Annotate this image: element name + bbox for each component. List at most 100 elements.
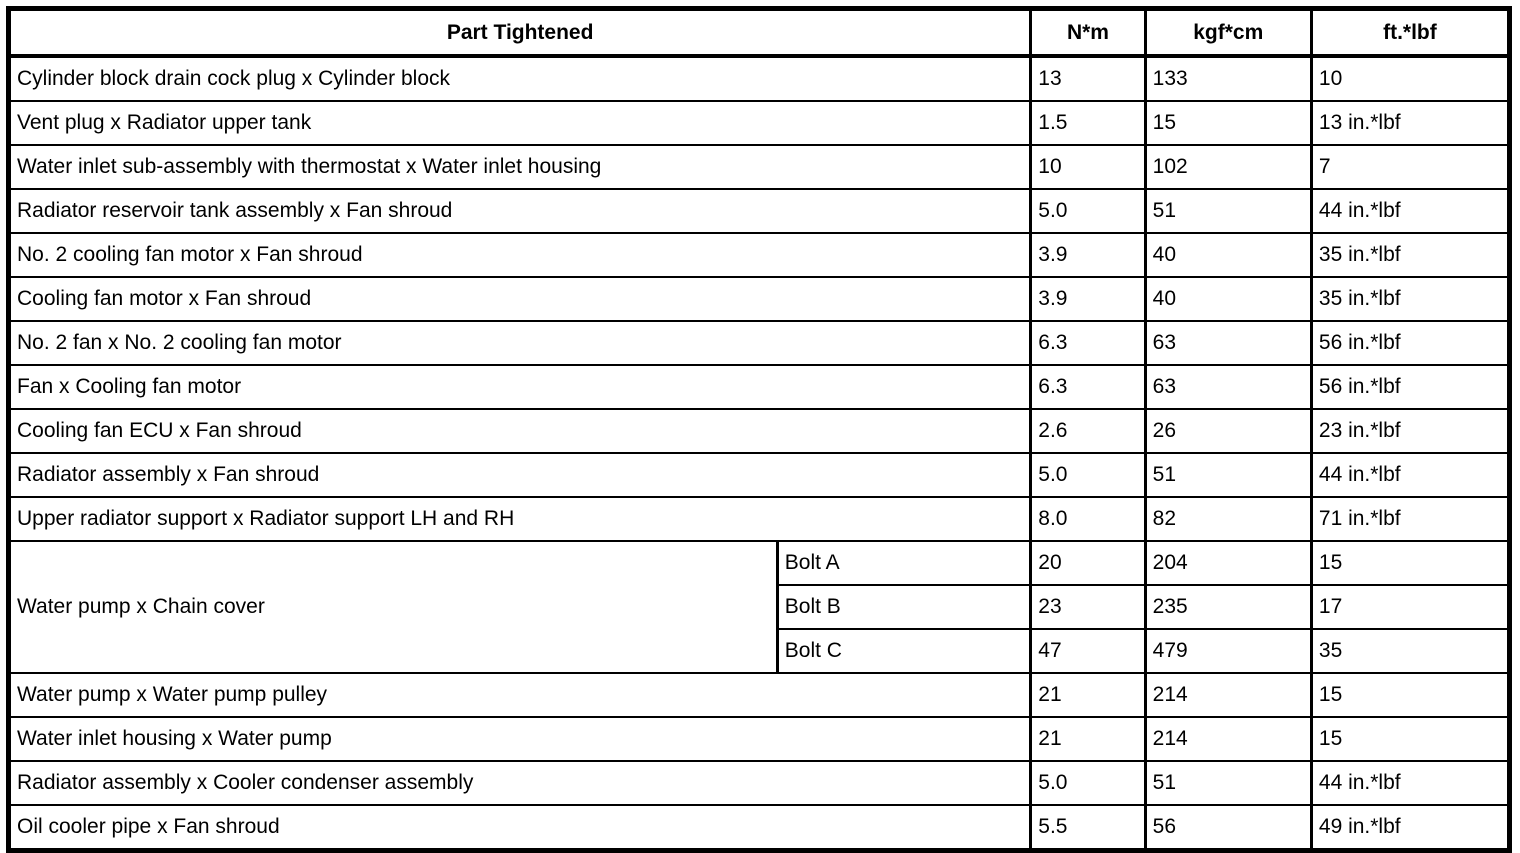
torque-table-body: Cylinder block drain cock plug x Cylinde… [6,55,1512,852]
table-row: Radiator assembly x Fan shroud 5.0 51 44 in… [6,452,1512,498]
kgfcm-value-cell: 82 [1143,496,1313,542]
kgfcm-value-cell: 214 [1143,716,1313,762]
ftlbf-value-cell: 35 [1309,628,1512,674]
header-row: Part Tightened N*m kgf*cm ft.*lbf [6,7,1512,58]
header-kgfcm: kgf*cm [1143,7,1313,58]
nm-value-cell: 21 [1029,716,1147,762]
ftlbf-value-cell: 44 in.*lbf [1309,760,1512,806]
table-row: Water inlet housing x Water pump 21 214 15 [6,716,1512,762]
kgfcm-value-cell: 235 [1143,584,1313,630]
part-cell: Cooling fan motor x Fan shroud [6,276,1033,322]
ftlbf-value-cell: 35 in.*lbf [1309,276,1512,322]
nm-value-cell: 8.0 [1029,496,1147,542]
table-row: No. 2 cooling fan motor x Fan shroud 3.9 4… [6,232,1512,278]
kgfcm-value-cell: 51 [1143,452,1313,498]
kgfcm-value-cell: 51 [1143,760,1313,806]
table-row: Water pump x Chain cover Bolt A 20 204 15 [7,540,1512,674]
table-row: Radiator assembly x Cooler condenser ass… [6,760,1512,806]
kgfcm-value-cell: 51 [1143,188,1313,234]
bolt-label-cell: Bolt A [775,540,1033,586]
nm-value-cell: 3.9 [1029,232,1147,278]
part-cell: Radiator assembly x Fan shroud [6,452,1033,498]
kgfcm-value-cell: 204 [1143,540,1313,586]
table-row: Vent plug x Radiator upper tank 1.5 15 13 i… [6,100,1512,146]
part-cell: Water pump x Chain cover [7,540,779,674]
ftlbf-value-cell: 44 in.*lbf [1309,188,1512,234]
nm-value-cell: 1.5 [1029,100,1147,146]
nm-value-cell: 5.0 [1029,188,1147,234]
header-ftlbf: ft.*lbf [1309,7,1512,58]
kgfcm-value-cell: 63 [1143,320,1313,366]
nm-value-cell: 10 [1029,144,1147,190]
table-header: Part Tightened N*m kgf*cm ft.*lbf [6,7,1512,58]
part-cell: Water inlet sub-assembly with thermostat… [6,144,1033,190]
ftlbf-value-cell: 49 in.*lbf [1309,804,1512,852]
table-row: Water pump x Water pump pulley 21 214 15 [6,672,1512,718]
nm-value-cell: 13 [1029,55,1147,102]
header-nm: N*m [1029,7,1147,58]
nm-value-cell: 3.9 [1029,276,1147,322]
nm-value-cell: 2.6 [1029,408,1147,454]
nm-value-cell: 5.0 [1029,452,1147,498]
table-row: Cooling fan motor x Fan shroud 3.9 40 35 in… [6,276,1512,322]
nm-value-cell: 23 [1029,584,1147,630]
part-cell: Vent plug x Radiator upper tank [6,100,1033,146]
nm-value-cell: 6.3 [1029,320,1147,366]
nm-value-cell: 47 [1029,628,1147,674]
kgfcm-value-cell: 26 [1143,408,1313,454]
table-row: Cylinder block drain cock plug x Cylinde… [6,55,1512,102]
ftlbf-value-cell: 71 in.*lbf [1309,496,1512,542]
part-cell: Radiator reservoir tank assembly x Fan s… [6,188,1033,234]
bolt-label-cell: Bolt C [775,628,1033,674]
table-row: Water inlet sub-assembly with thermostat… [6,144,1512,190]
ftlbf-value-cell: 13 in.*lbf [1309,100,1512,146]
part-cell: No. 2 fan x No. 2 cooling fan motor [6,320,1033,366]
ftlbf-value-cell: 56 in.*lbf [1309,364,1512,410]
header-part-tightened: Part Tightened [6,7,1033,58]
table-row: Cooling fan ECU x Fan shroud 2.6 26 23 in.*… [6,408,1512,454]
part-cell: No. 2 cooling fan motor x Fan shroud [6,232,1033,278]
part-cell: Oil cooler pipe x Fan shroud [6,804,1033,852]
ftlbf-value-cell: 35 in.*lbf [1309,232,1512,278]
part-cell: Radiator assembly x Cooler condenser ass… [6,760,1033,806]
ftlbf-value-cell: 7 [1309,144,1512,190]
kgfcm-value-cell: 40 [1143,276,1313,322]
ftlbf-value-cell: 15 [1309,716,1512,762]
kgfcm-value-cell: 214 [1143,672,1313,718]
kgfcm-value-cell: 63 [1143,364,1313,410]
nm-value-cell: 20 [1029,540,1147,586]
kgfcm-value-cell: 40 [1143,232,1313,278]
ftlbf-value-cell: 17 [1309,584,1512,630]
table-row: Fan x Cooling fan motor 6.3 63 56 in.*lbf [6,364,1512,410]
ftlbf-value-cell: 15 [1309,672,1512,718]
kgfcm-value-cell: 102 [1143,144,1313,190]
kgfcm-value-cell: 56 [1143,804,1313,852]
part-cell: Upper radiator support x Radiator suppor… [6,496,1033,542]
bolt-label-cell: Bolt B [775,584,1033,630]
part-cell: Fan x Cooling fan motor [6,364,1033,410]
table-row: No. 2 fan x No. 2 cooling fan motor 6.3 63… [6,320,1512,366]
nm-value-cell: 5.0 [1029,760,1147,806]
part-cell: Water pump x Water pump pulley [6,672,1033,718]
table-row: Oil cooler pipe x Fan shroud 5.5 56 49 in.*… [6,804,1512,852]
nm-value-cell: 5.5 [1029,804,1147,852]
nm-value-cell: 6.3 [1029,364,1147,410]
ftlbf-value-cell: 44 in.*lbf [1309,452,1512,498]
part-cell: Cylinder block drain cock plug x Cylinde… [6,55,1033,102]
table-row: Upper radiator support x Radiator suppor… [6,496,1512,542]
kgfcm-value-cell: 15 [1143,100,1313,146]
manual-page: Part Tightened N*m kgf*cm ft.*lbf Cylind… [6,6,1512,853]
part-cell: Water inlet housing x Water pump [6,716,1033,762]
kgfcm-value-cell: 479 [1143,628,1313,674]
kgfcm-value-cell: 133 [1143,55,1313,102]
torque-spec-table: Part Tightened N*m kgf*cm ft.*lbf Cylind… [6,6,1512,853]
table-row: Bolt B 23 235 17 [9,584,1512,630]
ftlbf-value-cell: 56 in.*lbf [1309,320,1512,366]
nm-value-cell: 21 [1029,672,1147,718]
table-row: Bolt C 47 479 35 [9,628,1512,674]
ftlbf-value-cell: 15 [1309,540,1512,586]
part-cell: Cooling fan ECU x Fan shroud [6,408,1033,454]
ftlbf-value-cell: 23 in.*lbf [1309,408,1512,454]
ftlbf-value-cell: 10 [1309,55,1512,102]
table-row: Radiator reservoir tank assembly x Fan s… [6,188,1512,234]
